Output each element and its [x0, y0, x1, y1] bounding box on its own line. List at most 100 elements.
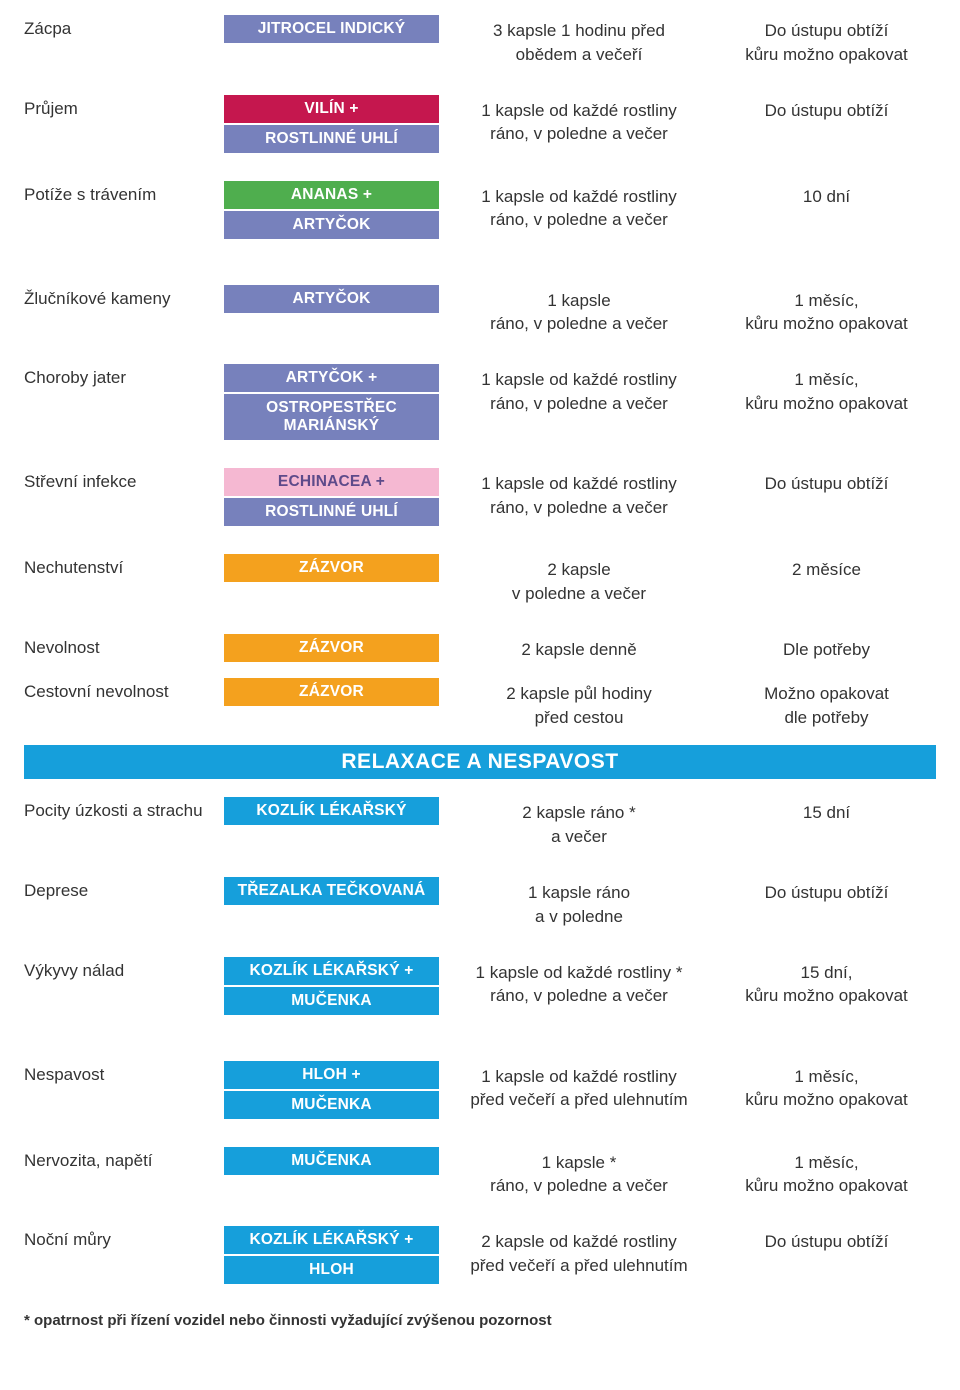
herb-badge: ARTYČOK: [224, 211, 439, 239]
herb-badge: ARTYČOK: [224, 285, 439, 313]
table-row: Pocity úzkosti a strachuKOZLÍK LÉKAŘSKÝ2…: [24, 797, 936, 849]
herb-badges: ZÁZVOR: [224, 634, 439, 662]
table-row: ZácpaJITROCEL INDICKÝ3 kapsle 1 hodinu p…: [24, 15, 936, 67]
herb-badge: MUČENKA: [224, 1091, 439, 1119]
condition-label: Zácpa: [24, 15, 224, 39]
table-row: Výkyvy náladKOZLÍK LÉKAŘSKÝ +MUČENKA1 ka…: [24, 957, 936, 1015]
herb-badge: ROSTLINNÉ UHLÍ: [224, 498, 439, 526]
condition-label: Cestovní nevolnost: [24, 678, 224, 702]
condition-label: Noční můry: [24, 1226, 224, 1250]
herbal-table-section-1: ZácpaJITROCEL INDICKÝ3 kapsle 1 hodinu p…: [24, 15, 936, 729]
condition-label: Výkyvy nálad: [24, 957, 224, 981]
table-row: Choroby jaterARTYČOK +OSTROPESTŘEC MARIÁ…: [24, 364, 936, 440]
dosage-text: 1 kapsleráno, v poledne a večer: [439, 285, 719, 337]
table-row: Nervozita, napětíMUČENKA1 kapsle *ráno, …: [24, 1147, 936, 1199]
herb-badges: HLOH +MUČENKA: [224, 1061, 439, 1119]
herb-badges: ANANAS +ARTYČOK: [224, 181, 439, 239]
herbal-table-section-2: Pocity úzkosti a strachuKOZLÍK LÉKAŘSKÝ2…: [24, 797, 936, 1284]
condition-label: Choroby jater: [24, 364, 224, 388]
dosage-text: 1 kapsle ránoa v poledne: [439, 877, 719, 929]
herb-badge: ARTYČOK +: [224, 364, 439, 392]
herb-badge: MUČENKA: [224, 987, 439, 1015]
herb-badge: KOZLÍK LÉKAŘSKÝ +: [224, 957, 439, 985]
dosage-text: 1 kapsle od každé rostlinyráno, v poledn…: [439, 364, 719, 416]
duration-text: 10 dní: [719, 181, 934, 209]
footnote: * opatrnost při řízení vozidel nebo činn…: [24, 1312, 936, 1329]
condition-label: Nespavost: [24, 1061, 224, 1085]
herb-badge: MUČENKA: [224, 1147, 439, 1175]
dosage-text: 1 kapsle od každé rostliny *ráno, v pole…: [439, 957, 719, 1009]
dosage-text: 1 kapsle od každé rostlinypřed večeří a …: [439, 1061, 719, 1113]
duration-text: Do ústupu obtížíkůru možno opakovat: [719, 15, 934, 67]
table-row: Cestovní nevolnostZÁZVOR2 kapsle půl hod…: [24, 678, 936, 730]
section-header-relaxace: RELAXACE A NESPAVOST: [24, 745, 936, 779]
dosage-text: 3 kapsle 1 hodinu předobědem a večeří: [439, 15, 719, 67]
herb-badges: KOZLÍK LÉKAŘSKÝ +HLOH: [224, 1226, 439, 1284]
herb-badges: KOZLÍK LÉKAŘSKÝ: [224, 797, 439, 825]
dosage-text: 2 kapsle ráno *a večer: [439, 797, 719, 849]
condition-label: Žlučníkové kameny: [24, 285, 224, 309]
herb-badge: ZÁZVOR: [224, 554, 439, 582]
duration-text: Do ústupu obtíží: [719, 1226, 934, 1254]
dosage-text: 2 kapsle od každé rostlinypřed večeří a …: [439, 1226, 719, 1278]
condition-label: Nevolnost: [24, 634, 224, 658]
table-row: PrůjemVILÍN +ROSTLINNÉ UHLÍ1 kapsle od k…: [24, 95, 936, 153]
herb-badge: ZÁZVOR: [224, 634, 439, 662]
herb-badges: ARTYČOK: [224, 285, 439, 313]
table-row: Noční můryKOZLÍK LÉKAŘSKÝ +HLOH2 kapsle …: [24, 1226, 936, 1284]
duration-text: 15 dní: [719, 797, 934, 825]
herb-badge: HLOH +: [224, 1061, 439, 1089]
duration-text: Do ústupu obtíží: [719, 95, 934, 123]
duration-text: 1 měsíc,kůru možno opakovat: [719, 364, 934, 416]
herb-badge: KOZLÍK LÉKAŘSKÝ: [224, 797, 439, 825]
herb-badges: KOZLÍK LÉKAŘSKÝ +MUČENKA: [224, 957, 439, 1015]
duration-text: Do ústupu obtíží: [719, 877, 934, 905]
duration-text: 2 měsíce: [719, 554, 934, 582]
duration-text: Dle potřeby: [719, 634, 934, 662]
herb-badge: ZÁZVOR: [224, 678, 439, 706]
duration-text: 1 měsíc,kůru možno opakovat: [719, 1147, 934, 1199]
herb-badges: JITROCEL INDICKÝ: [224, 15, 439, 43]
herb-badges: VILÍN +ROSTLINNÉ UHLÍ: [224, 95, 439, 153]
table-row: NechutenstvíZÁZVOR2 kapslev poledne a ve…: [24, 554, 936, 606]
duration-text: 1 měsíc,kůru možno opakovat: [719, 285, 934, 337]
herb-badges: TŘEZALKA TEČKOVANÁ: [224, 877, 439, 905]
table-row: Žlučníkové kamenyARTYČOK1 kapsleráno, v …: [24, 285, 936, 337]
dosage-text: 1 kapsle od každé rostlinyráno, v poledn…: [439, 181, 719, 233]
condition-label: Nechutenství: [24, 554, 224, 578]
dosage-text: 2 kapsle denně: [439, 634, 719, 662]
herb-badges: ECHINACEA +ROSTLINNÉ UHLÍ: [224, 468, 439, 526]
dosage-text: 2 kapslev poledne a večer: [439, 554, 719, 606]
herb-badges: MUČENKA: [224, 1147, 439, 1175]
herb-badge: ECHINACEA +: [224, 468, 439, 496]
herb-badges: ZÁZVOR: [224, 678, 439, 706]
herb-badge: OSTROPESTŘEC MARIÁNSKÝ: [224, 394, 439, 440]
table-row: NespavostHLOH +MUČENKA1 kapsle od každé …: [24, 1061, 936, 1119]
duration-text: 1 měsíc,kůru možno opakovat: [719, 1061, 934, 1113]
condition-label: Nervozita, napětí: [24, 1147, 224, 1171]
duration-text: Do ústupu obtíží: [719, 468, 934, 496]
herb-badge: JITROCEL INDICKÝ: [224, 15, 439, 43]
herb-badge: HLOH: [224, 1256, 439, 1284]
dosage-text: 1 kapsle od každé rostlinyráno, v poledn…: [439, 468, 719, 520]
herb-badge: ROSTLINNÉ UHLÍ: [224, 125, 439, 153]
table-row: DepreseTŘEZALKA TEČKOVANÁ1 kapsle ránoa …: [24, 877, 936, 929]
table-row: Potíže s trávenímANANAS +ARTYČOK1 kapsle…: [24, 181, 936, 239]
condition-label: Pocity úzkosti a strachu: [24, 797, 224, 821]
herb-badges: ZÁZVOR: [224, 554, 439, 582]
herb-badge: TŘEZALKA TEČKOVANÁ: [224, 877, 439, 905]
table-row: Střevní infekceECHINACEA +ROSTLINNÉ UHLÍ…: [24, 468, 936, 526]
herb-badge: ANANAS +: [224, 181, 439, 209]
herb-badges: ARTYČOK +OSTROPESTŘEC MARIÁNSKÝ: [224, 364, 439, 440]
herb-badge: KOZLÍK LÉKAŘSKÝ +: [224, 1226, 439, 1254]
condition-label: Průjem: [24, 95, 224, 119]
duration-text: 15 dní,kůru možno opakovat: [719, 957, 934, 1009]
dosage-text: 1 kapsle od každé rostlinyráno, v poledn…: [439, 95, 719, 147]
duration-text: Možno opakovatdle potřeby: [719, 678, 934, 730]
condition-label: Potíže s trávením: [24, 181, 224, 205]
condition-label: Deprese: [24, 877, 224, 901]
condition-label: Střevní infekce: [24, 468, 224, 492]
table-row: NevolnostZÁZVOR2 kapsle denněDle potřeby: [24, 634, 936, 662]
dosage-text: 1 kapsle *ráno, v poledne a večer: [439, 1147, 719, 1199]
herb-badge: VILÍN +: [224, 95, 439, 123]
